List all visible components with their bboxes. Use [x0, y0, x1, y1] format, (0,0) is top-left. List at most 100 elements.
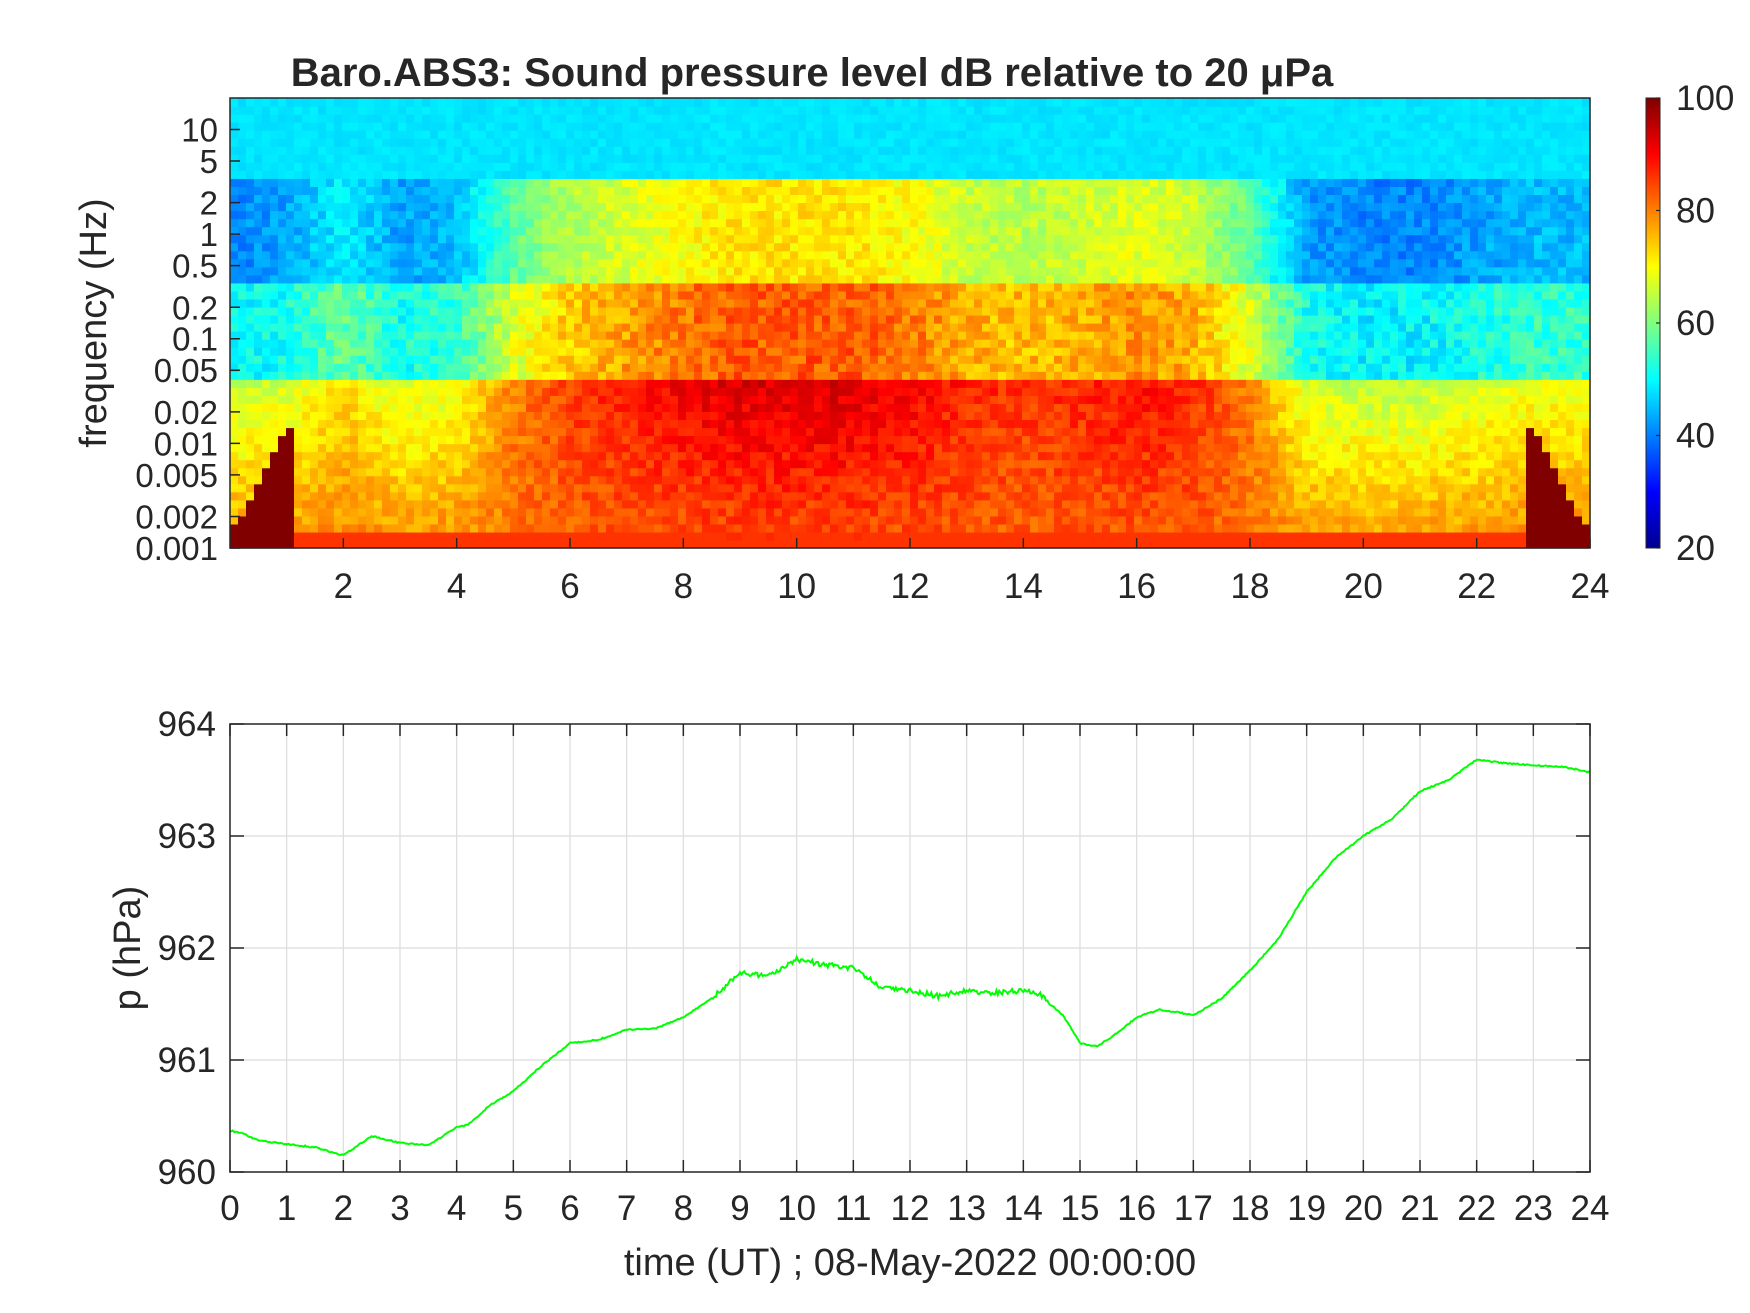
spectrogram-cell — [782, 306, 791, 316]
spectrogram-cell — [606, 435, 615, 445]
spectrogram-cell — [678, 114, 687, 123]
spectrogram-cell — [246, 379, 255, 388]
spectrogram-cell — [406, 290, 415, 300]
spectrogram-cell — [694, 306, 703, 316]
spectrogram-cell — [894, 282, 903, 292]
spectrogram-cell — [582, 282, 591, 292]
spectrogram-cell — [726, 106, 735, 115]
spectrogram-cell — [374, 290, 383, 300]
spectrogram-cell — [558, 411, 567, 421]
spectrogram-cell — [542, 202, 551, 212]
spectrogram-cell — [822, 323, 831, 332]
spectrogram-cell — [470, 355, 479, 364]
spectrogram-cell — [758, 363, 767, 372]
spectrogram-cell — [630, 403, 639, 412]
spectrogram-cell — [918, 371, 927, 380]
spectrogram-cell — [742, 339, 751, 348]
spectrogram-cell — [278, 178, 287, 187]
spectrogram-cell — [334, 339, 343, 348]
spectrogram-cell — [334, 379, 343, 388]
spectrogram-cell — [614, 467, 623, 477]
spectrogram-cell — [686, 226, 695, 236]
spectrogram-cell — [846, 427, 855, 437]
spectrogram-cell — [470, 443, 479, 453]
spectrogram-cell — [326, 403, 335, 412]
spectrogram-cell — [894, 371, 903, 380]
spectrogram-cell — [838, 539, 847, 549]
spectrogram-cell — [310, 323, 319, 332]
spectrogram-cell — [798, 290, 807, 300]
spectrogram-cell — [318, 298, 327, 308]
spectrogram-cell — [870, 363, 879, 372]
spectrogram-cell — [342, 403, 351, 412]
spectrogram-cell — [502, 258, 511, 268]
spectrogram-cell — [446, 331, 455, 340]
spectrogram-cell — [702, 531, 711, 541]
spectrogram-cell — [294, 146, 303, 155]
spectrogram-cell — [870, 387, 879, 396]
spectrogram-cell — [254, 363, 263, 372]
spectrogram-cell — [686, 515, 695, 525]
spectrogram-cell — [438, 467, 447, 477]
spectrogram-cell — [590, 411, 599, 421]
spectrogram-cell — [310, 122, 319, 131]
spectrogram-cell — [398, 122, 407, 131]
spectrogram-cell — [286, 162, 295, 171]
spectrogram-cell — [302, 106, 311, 115]
spectrogram-cell — [350, 258, 359, 268]
spectrogram-cell — [726, 347, 735, 356]
spectrogram-cell — [502, 306, 511, 316]
spectrogram-cell — [910, 258, 919, 268]
spectrogram-cell — [342, 475, 351, 485]
spectrogram-cell — [830, 274, 839, 284]
spectrogram-cell — [422, 186, 431, 196]
spectrogram-cell — [374, 258, 383, 268]
spectrogram-cell — [534, 363, 543, 372]
spectrogram-cell — [302, 298, 311, 308]
spectrogram-cell — [606, 306, 615, 316]
spectrogram-cell — [902, 379, 911, 388]
spectrogram-cell — [822, 523, 831, 533]
spectrogram-cell — [750, 178, 759, 187]
spectrogram-cell — [246, 371, 255, 380]
spectrogram-cell — [774, 314, 783, 324]
spectrogram-cell — [702, 186, 711, 196]
spectrogram-cell — [686, 355, 695, 364]
spectrogram-cell — [430, 170, 439, 179]
spectrogram-cell — [742, 162, 751, 171]
spectrogram-cell — [238, 226, 247, 236]
spectrogram-cell — [446, 98, 455, 107]
spectrogram-cell — [638, 467, 647, 477]
spectrogram-cell — [782, 467, 791, 477]
spectrogram-cell — [718, 531, 727, 541]
spectrogram-cell — [246, 106, 255, 115]
spectrogram-cell — [550, 427, 559, 437]
spectrogram-cell — [246, 138, 255, 147]
spectrogram-cell — [502, 106, 511, 115]
spectrogram-cell — [414, 539, 423, 549]
spectrogram-cell — [366, 258, 375, 268]
spectrogram-cell — [574, 411, 583, 421]
spectrogram-cell — [718, 451, 727, 461]
spectrogram-cell — [302, 355, 311, 364]
spectrogram-cell — [782, 210, 791, 220]
spectrogram-cell — [838, 234, 847, 244]
spectrogram-cell — [710, 274, 719, 284]
spectrogram-cell — [334, 523, 343, 533]
spectrogram-cell — [654, 298, 663, 308]
spectrogram-cell — [838, 290, 847, 300]
spectrogram-cell — [238, 435, 247, 445]
spectrogram-cell — [446, 314, 455, 324]
spectrogram-cell — [526, 282, 535, 292]
spectrogram-cell — [462, 531, 471, 541]
spectrogram-cell — [502, 427, 511, 437]
spectrogram-cell — [678, 483, 687, 493]
spectrogram-cell — [894, 411, 903, 421]
spectrogram-cell — [342, 427, 351, 437]
spectrogram-cell — [814, 130, 823, 139]
spectrogram-cell — [774, 411, 783, 421]
spectrogram-cell — [302, 531, 311, 541]
spectrogram-cell — [510, 282, 519, 292]
spectrogram-cell — [918, 539, 927, 549]
spectrogram-cell — [470, 98, 479, 107]
